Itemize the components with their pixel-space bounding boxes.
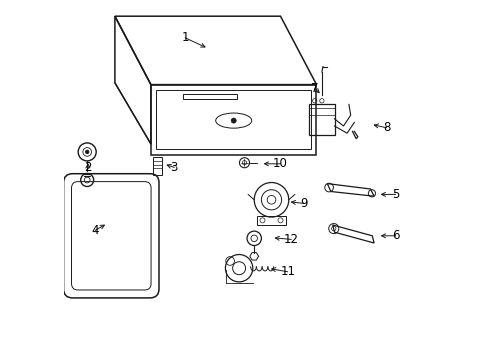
Circle shape xyxy=(85,150,88,153)
Text: 10: 10 xyxy=(272,157,287,170)
Text: 4: 4 xyxy=(91,224,99,237)
Bar xyxy=(309,104,334,135)
Text: 8: 8 xyxy=(382,121,389,134)
Text: 6: 6 xyxy=(391,229,399,242)
Text: 1: 1 xyxy=(181,31,188,44)
Text: 2: 2 xyxy=(84,161,91,174)
Text: 5: 5 xyxy=(391,188,399,201)
Text: 11: 11 xyxy=(280,265,295,278)
Text: 7: 7 xyxy=(310,82,318,95)
Text: 9: 9 xyxy=(300,197,307,210)
Bar xyxy=(257,216,285,225)
Circle shape xyxy=(231,118,236,123)
Text: 12: 12 xyxy=(283,233,298,246)
Bar xyxy=(153,157,162,175)
Text: 3: 3 xyxy=(170,161,178,174)
